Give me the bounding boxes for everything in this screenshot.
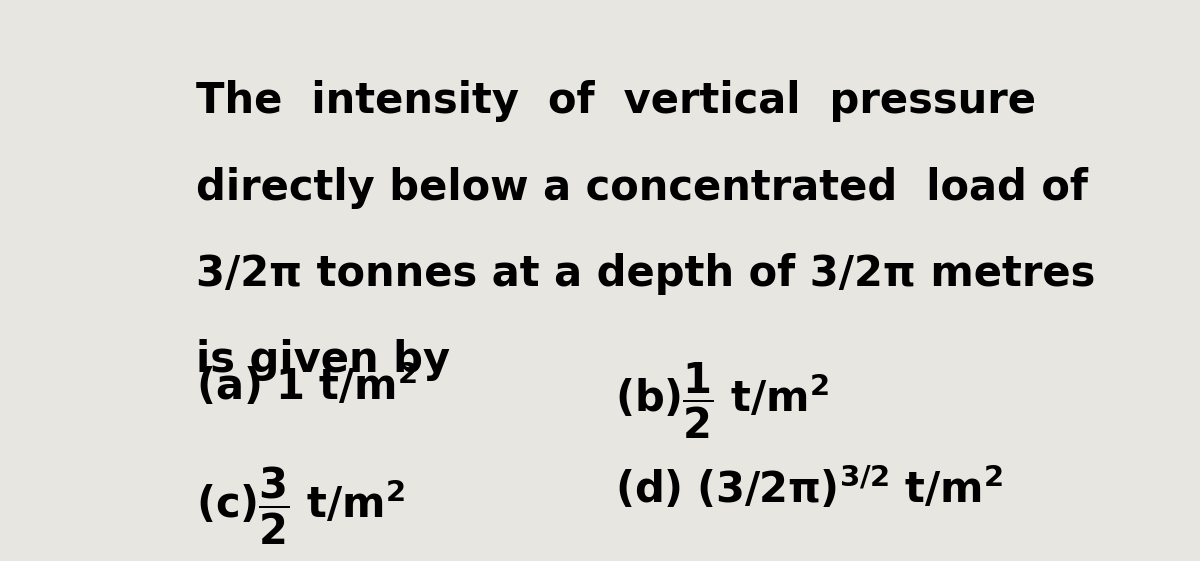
Text: The  intensity  of  vertical  pressure: The intensity of vertical pressure <box>197 80 1037 122</box>
Text: $\mathbf{(c)\dfrac{3}{2}\ t/m^2}$: $\mathbf{(c)\dfrac{3}{2}\ t/m^2}$ <box>197 465 406 547</box>
Text: directly below a concentrated  load of: directly below a concentrated load of <box>197 167 1088 209</box>
Text: is given by: is given by <box>197 339 451 381</box>
Text: 3/2π tonnes at a depth of 3/2π metres: 3/2π tonnes at a depth of 3/2π metres <box>197 253 1096 295</box>
Text: $\mathbf{(b)\dfrac{1}{2}\ t/m^2}$: $\mathbf{(b)\dfrac{1}{2}\ t/m^2}$ <box>616 361 829 441</box>
Text: $\mathbf{(a)\ 1\ t/m^2}$: $\mathbf{(a)\ 1\ t/m^2}$ <box>197 361 418 408</box>
Text: $\mathbf{(d)\ (3/2\pi)^{3/2}\ t/m^2}$: $\mathbf{(d)\ (3/2\pi)^{3/2}\ t/m^2}$ <box>616 465 1003 512</box>
